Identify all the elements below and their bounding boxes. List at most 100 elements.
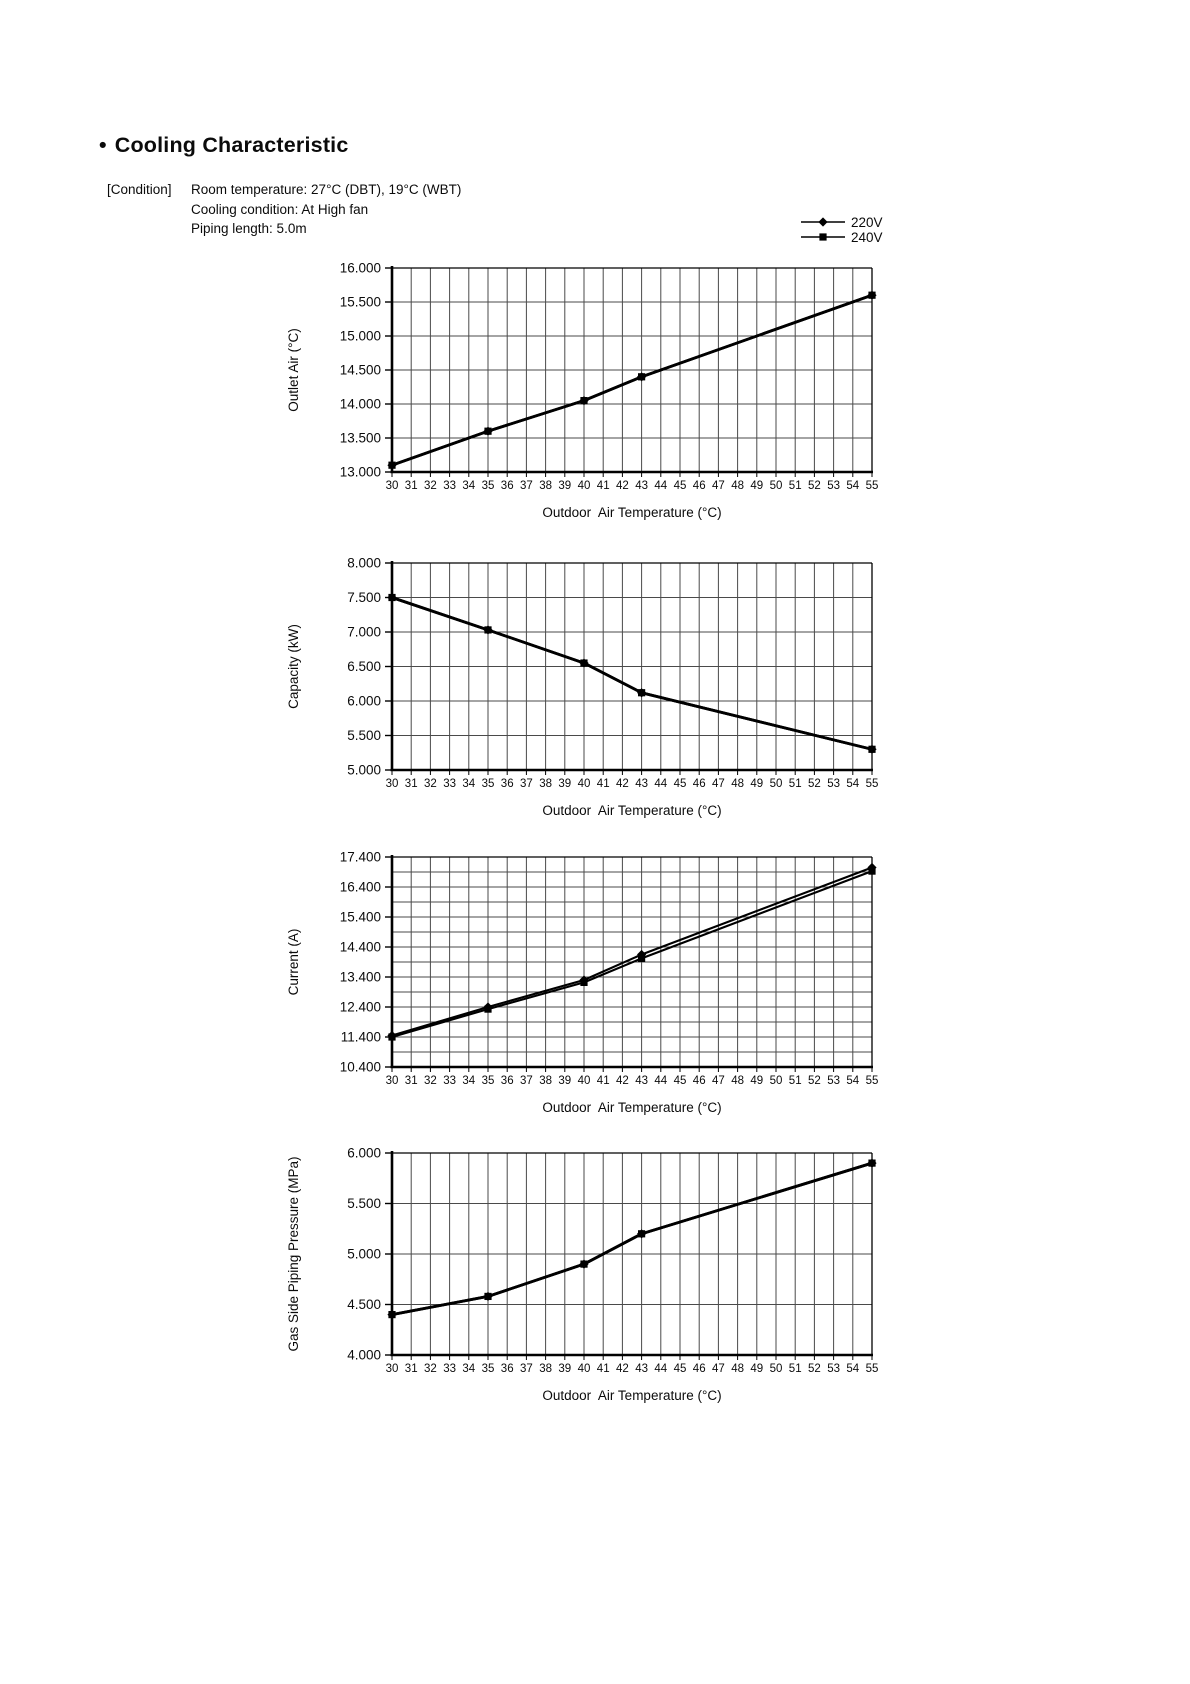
svg-text:50: 50	[770, 480, 783, 492]
svg-text:6.500: 6.500	[347, 659, 381, 674]
svg-text:240V: 240V	[851, 230, 883, 245]
svg-text:46: 46	[693, 1075, 706, 1087]
svg-text:7.500: 7.500	[347, 590, 381, 605]
svg-text:39: 39	[558, 1363, 571, 1375]
svg-text:35: 35	[482, 1363, 495, 1375]
svg-text:55: 55	[866, 480, 879, 492]
svg-text:38: 38	[539, 480, 552, 492]
svg-text:17.400: 17.400	[340, 850, 381, 865]
svg-text:37: 37	[520, 778, 533, 790]
svg-text:31: 31	[405, 778, 418, 790]
gas-pressure-chart: 6.000 5.500 5.000 4.500 4.000 30 31 32 33 34 35 36 3…	[286, 1146, 879, 1404]
svg-text:11.400: 11.400	[341, 1030, 381, 1045]
condition-block: [Condition] Room temperature: 27°C (DBT)…	[107, 180, 461, 239]
svg-text:32: 32	[424, 778, 437, 790]
svg-text:5.000: 5.000	[347, 1247, 381, 1262]
condition-line-2: Cooling condition: At High fan	[191, 201, 369, 217]
svg-text:33: 33	[443, 778, 456, 790]
svg-text:35: 35	[482, 1075, 495, 1087]
svg-text:34: 34	[462, 778, 475, 790]
svg-text:30: 30	[386, 778, 399, 790]
svg-text:36: 36	[501, 1075, 514, 1087]
svg-text:51: 51	[789, 778, 802, 790]
svg-text:7.000: 7.000	[347, 625, 381, 640]
svg-text:220V: 220V	[851, 215, 883, 230]
svg-text:5.000: 5.000	[347, 763, 381, 778]
svg-text:54: 54	[846, 1075, 859, 1087]
svg-text:54: 54	[846, 778, 859, 790]
svg-text:30: 30	[386, 1363, 399, 1375]
svg-text:34: 34	[462, 1075, 475, 1087]
svg-text:Outdoor Air Temperature (°C): Outdoor Air Temperature (°C)	[542, 803, 721, 818]
svg-text:50: 50	[770, 778, 783, 790]
svg-text:Outdoor Air Temperature (°C): Outdoor Air Temperature (°C)	[542, 1388, 721, 1403]
svg-text:44: 44	[654, 480, 667, 492]
svg-text:41: 41	[597, 480, 610, 492]
svg-text:51: 51	[789, 1075, 802, 1087]
page-title: • Cooling Characteristic	[99, 133, 349, 158]
svg-text:14.000: 14.000	[340, 397, 381, 412]
svg-text:53: 53	[827, 1075, 840, 1087]
svg-text:45: 45	[674, 1363, 687, 1375]
condition-room-temperature: Room temperature: 27°C (DBT), 19°C (WBT)	[191, 182, 462, 197]
svg-text:34: 34	[462, 1363, 475, 1375]
svg-text:53: 53	[827, 1363, 840, 1375]
svg-text:40: 40	[578, 1363, 591, 1375]
svg-text:38: 38	[539, 778, 552, 790]
svg-text:55: 55	[866, 778, 879, 790]
svg-text:39: 39	[558, 778, 571, 790]
svg-text:33: 33	[443, 1075, 456, 1087]
svg-text:49: 49	[750, 778, 763, 790]
svg-text:47: 47	[712, 480, 725, 492]
svg-text:14.400: 14.400	[340, 940, 381, 955]
svg-text:52: 52	[808, 480, 821, 492]
svg-text:48: 48	[731, 1363, 744, 1375]
svg-text:6.000: 6.000	[347, 694, 381, 709]
svg-text:31: 31	[405, 1363, 418, 1375]
current-chart: 17.400 16.400 15.400 14.400 13.400 12.400 11.4…	[286, 850, 878, 1116]
svg-text:40: 40	[578, 1075, 591, 1087]
svg-text:55: 55	[866, 1363, 879, 1375]
svg-text:48: 48	[731, 480, 744, 492]
svg-text:14.500: 14.500	[340, 363, 381, 378]
svg-text:30: 30	[386, 1075, 399, 1087]
svg-text:Outdoor Air Temperature (°C): Outdoor Air Temperature (°C)	[542, 505, 721, 520]
svg-text:33: 33	[443, 1363, 456, 1375]
svg-text:42: 42	[616, 1075, 629, 1087]
svg-text:32: 32	[424, 1363, 437, 1375]
svg-text:Gas Side Piping Pressure (MPa): Gas Side Piping Pressure (MPa)	[286, 1156, 301, 1351]
condition-line-3: Piping length: 5.0m	[191, 221, 307, 236]
svg-text:4.500: 4.500	[347, 1297, 381, 1312]
title-text: Cooling Characteristic	[114, 133, 349, 157]
svg-text:46: 46	[693, 778, 706, 790]
svg-text:32: 32	[424, 480, 437, 492]
svg-text:51: 51	[789, 1363, 802, 1375]
svg-text:41: 41	[597, 778, 610, 790]
svg-text:42: 42	[616, 1363, 629, 1375]
title-bullet: •	[99, 133, 107, 157]
outlet-air-chart: 16.000 15.500 15.000 14.500 14.000 13.500 13.0…	[286, 261, 879, 521]
svg-text:53: 53	[827, 778, 840, 790]
svg-text:31: 31	[405, 1075, 418, 1087]
svg-text:10.400: 10.400	[340, 1060, 381, 1075]
svg-text:47: 47	[712, 1075, 725, 1087]
svg-text:13.000: 13.000	[340, 465, 381, 480]
svg-text:46: 46	[693, 480, 706, 492]
svg-text:43: 43	[635, 1363, 648, 1375]
svg-text:44: 44	[654, 1075, 667, 1087]
svg-text:54: 54	[846, 480, 859, 492]
svg-text:47: 47	[712, 778, 725, 790]
svg-text:15.000: 15.000	[340, 329, 381, 344]
svg-text:52: 52	[808, 778, 821, 790]
svg-text:39: 39	[558, 1075, 571, 1087]
svg-text:36: 36	[501, 778, 514, 790]
svg-text:Outdoor Air Temperature (°C): Outdoor Air Temperature (°C)	[542, 1100, 721, 1115]
svg-text:36: 36	[501, 480, 514, 492]
svg-text:43: 43	[635, 480, 648, 492]
svg-text:46: 46	[693, 1363, 706, 1375]
svg-text:37: 37	[520, 480, 533, 492]
svg-text:35: 35	[482, 480, 495, 492]
svg-text:50: 50	[770, 1363, 783, 1375]
